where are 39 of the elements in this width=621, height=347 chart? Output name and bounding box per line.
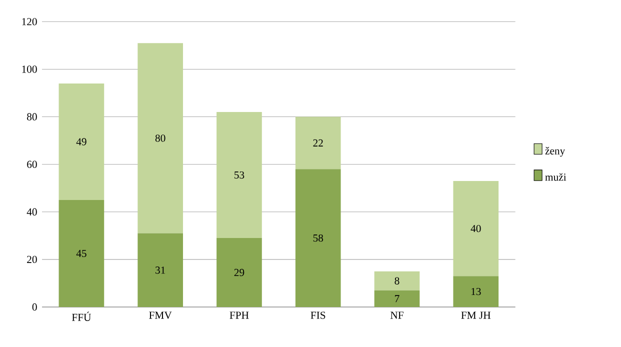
data-label: 13: [471, 288, 481, 296]
bar: [453, 276, 499, 307]
bar: [58, 83, 104, 200]
x-tick-label: FFÚ: [72, 312, 92, 321]
data-label: 45: [76, 250, 86, 258]
y-tick-label: 0: [32, 303, 37, 311]
bar: [138, 233, 183, 307]
y-tick-label: 100: [22, 66, 37, 73]
data-label: 8: [394, 277, 400, 284]
data-label: 80: [155, 134, 166, 142]
legend-label: muži: [545, 173, 566, 181]
y-tick-label: 40: [26, 208, 37, 216]
x-tick-label: FMV: [149, 312, 172, 319]
bar: [138, 43, 183, 234]
bar: [453, 180, 499, 276]
bar: [295, 169, 341, 307]
data-label: 40: [470, 224, 481, 232]
data-label: 53: [234, 171, 244, 179]
x-tick-label: FPH: [230, 312, 249, 319]
x-tick-label: FIS: [310, 312, 326, 319]
y-tick-label: 60: [27, 160, 37, 168]
bar: [374, 271, 420, 290]
x-tick-label: FM JH: [461, 312, 491, 319]
legend-label: ženy: [545, 146, 566, 157]
bar: [295, 116, 341, 170]
x-tick-label: NF: [390, 312, 404, 319]
y-tick-label: 20: [27, 256, 37, 264]
data-label: 7: [395, 295, 400, 302]
bar: [216, 238, 262, 307]
data-label: 58: [313, 234, 324, 242]
bar: [216, 112, 262, 238]
bar: [374, 290, 420, 307]
bar: [58, 200, 104, 307]
data-label: 22: [313, 139, 323, 146]
data-label: 49: [76, 138, 86, 146]
y-tick-label: 80: [27, 113, 37, 120]
y-tick-label: 120: [22, 18, 37, 26]
data-label: 29: [234, 268, 244, 276]
data-label: 31: [156, 266, 166, 274]
